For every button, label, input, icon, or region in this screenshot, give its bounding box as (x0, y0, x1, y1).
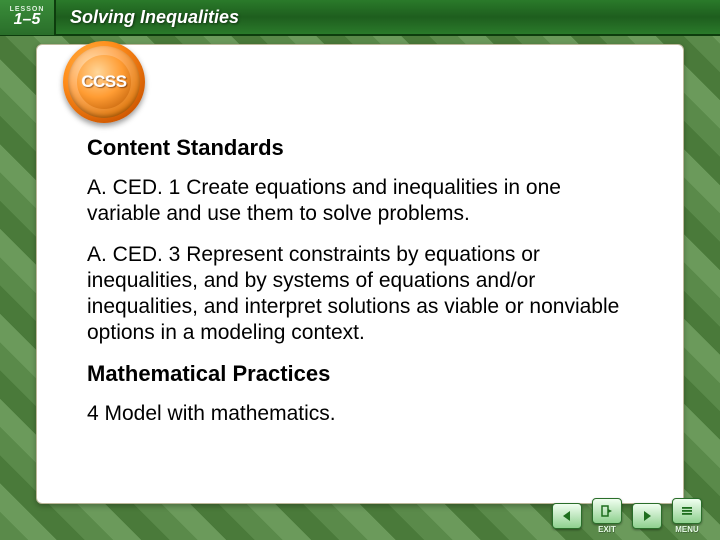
exit-label: EXIT (598, 525, 616, 534)
next-button[interactable] (632, 503, 662, 529)
practice-4: 4 Model with mathematics. (87, 401, 633, 427)
menu-label: MENU (675, 525, 699, 534)
lesson-number: 1–5 (14, 11, 41, 29)
content-standards-heading: Content Standards (87, 135, 633, 161)
page-title: Solving Inequalities (70, 7, 239, 28)
back-button[interactable] (552, 503, 582, 529)
menu-button[interactable] (672, 498, 702, 524)
standard-aced1: A. CED. 1 Create equations and inequalit… (87, 175, 633, 228)
exit-icon (600, 504, 614, 518)
exit-button[interactable] (592, 498, 622, 524)
menu-icon (680, 504, 694, 518)
arrow-right-icon (640, 509, 654, 523)
header-bar: LESSON 1–5 Solving Inequalities (0, 0, 720, 36)
ccss-badge-text: CCSS (81, 72, 126, 92)
math-practices-heading: Mathematical Practices (87, 361, 633, 387)
lesson-tab: LESSON 1–5 (0, 0, 56, 35)
standard-aced3: A. CED. 3 Represent constraints by equat… (87, 242, 633, 347)
footer-nav: EXIT MENU (552, 498, 702, 534)
content-panel: CCSS Content Standards A. CED. 1 Create … (36, 44, 684, 504)
arrow-left-icon (560, 509, 574, 523)
ccss-badge: CCSS (63, 41, 145, 123)
